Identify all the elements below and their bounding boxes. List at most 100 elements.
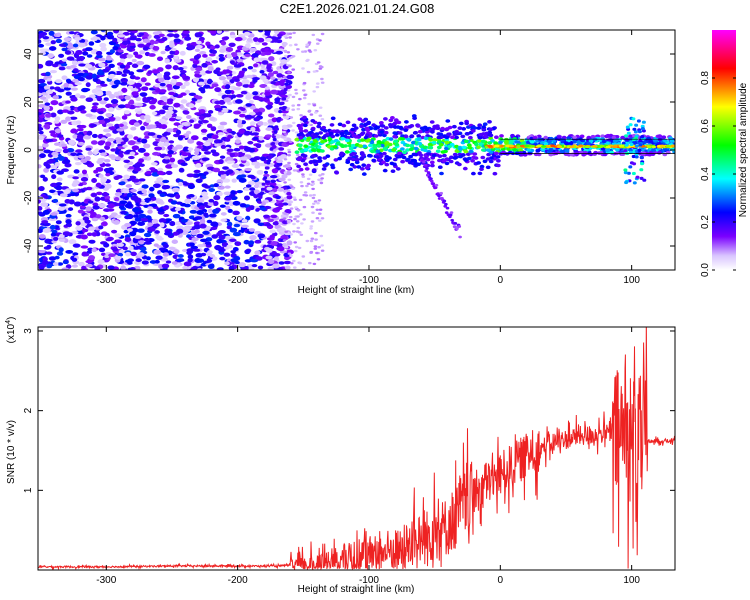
noise-cell	[307, 49, 312, 52]
signal-cell	[436, 135, 442, 140]
noise-cell	[50, 100, 59, 106]
noise-cell	[154, 180, 162, 184]
noise-cell	[302, 218, 306, 221]
noise-cell	[274, 97, 282, 102]
noise-cell	[81, 87, 89, 93]
noise-cell	[167, 54, 175, 59]
signal-cell	[453, 130, 459, 135]
noise-cell	[265, 247, 273, 253]
noise-cell	[131, 178, 140, 183]
noise-cell	[287, 178, 292, 181]
noise-cell	[257, 121, 264, 126]
noise-cell	[65, 219, 72, 224]
noise-cell	[292, 31, 296, 35]
noise-cell	[118, 95, 125, 100]
noise-cell	[268, 191, 276, 196]
noise-cell	[286, 240, 293, 246]
signal-cell	[376, 144, 382, 148]
noise-cell	[92, 202, 99, 207]
noise-cell	[223, 30, 230, 33]
signal-cell	[417, 151, 422, 155]
noise-cell	[264, 179, 271, 184]
noise-cell	[66, 79, 72, 84]
noise-cell	[51, 240, 57, 244]
noise-cell	[81, 265, 87, 270]
noise-cell	[62, 148, 69, 154]
noise-cell	[65, 100, 71, 104]
noise-cell	[168, 117, 176, 122]
noise-cell	[299, 213, 303, 216]
noise-cell	[175, 82, 183, 87]
signal-cell	[302, 115, 307, 120]
noise-cell	[75, 221, 81, 226]
noise-cell	[320, 77, 324, 81]
noise-cell	[75, 49, 83, 56]
noise-cell	[195, 67, 203, 72]
noise-cell	[70, 97, 78, 102]
noise-cell	[168, 91, 176, 96]
noise-cell	[288, 32, 293, 35]
signal-cell	[426, 171, 431, 174]
noise-cell	[98, 62, 106, 68]
noise-cell	[261, 182, 266, 186]
noise-cell	[147, 222, 154, 227]
noise-cell	[218, 170, 226, 175]
noise-cell	[90, 30, 98, 35]
noise-cell	[65, 213, 72, 218]
noise-cell	[168, 193, 176, 198]
noise-cell	[178, 181, 184, 187]
noise-cell	[57, 206, 66, 211]
noise-cell	[78, 42, 86, 48]
noise-cell	[99, 42, 107, 48]
signal-cell	[344, 131, 349, 135]
noise-cell	[191, 237, 199, 242]
noise-cell	[311, 211, 315, 214]
noise-cell	[71, 60, 79, 66]
noise-cell	[164, 58, 170, 64]
noise-cell	[210, 149, 217, 154]
noise-cell	[206, 123, 213, 129]
noise-cell	[187, 147, 194, 151]
noise-cell	[310, 237, 315, 240]
spectrogram-x-tick-label: -100	[359, 275, 379, 286]
noise-cell	[81, 228, 89, 233]
signal-cell	[359, 157, 364, 161]
signal-cell	[366, 163, 371, 168]
noise-cell	[170, 79, 178, 84]
noise-cell	[208, 213, 217, 218]
noise-cell	[85, 47, 93, 52]
noise-cell	[126, 54, 134, 58]
noise-cell	[88, 239, 96, 244]
noise-cell	[105, 172, 111, 177]
noise-cell	[299, 181, 304, 184]
noise-cell	[58, 53, 65, 58]
noise-cell	[38, 63, 44, 69]
signal-cell	[564, 149, 570, 153]
noise-cell	[254, 240, 262, 244]
noise-cell	[71, 230, 79, 235]
noise-cell	[85, 97, 94, 103]
noise-cell	[167, 150, 174, 155]
snr-series-line	[38, 327, 675, 570]
noise-cell	[270, 80, 276, 85]
noise-cell	[177, 135, 184, 141]
noise-cell	[63, 82, 69, 88]
noise-cell	[219, 155, 226, 159]
noise-cell	[282, 244, 286, 247]
noise-cell	[122, 31, 130, 36]
noise-cell	[316, 258, 321, 261]
noise-cell	[261, 60, 269, 65]
noise-cell	[186, 114, 192, 120]
signal-cell	[586, 141, 592, 146]
signal-cell	[560, 138, 565, 142]
noise-cell	[68, 57, 75, 61]
noise-cell	[248, 84, 255, 89]
noise-cell	[193, 221, 201, 226]
noise-cell	[91, 247, 97, 253]
noise-cell	[240, 120, 247, 125]
signal-cell	[623, 171, 628, 175]
noise-cell	[196, 141, 202, 146]
noise-cell	[42, 228, 51, 233]
signal-cell	[487, 141, 493, 145]
noise-cell	[311, 196, 316, 200]
